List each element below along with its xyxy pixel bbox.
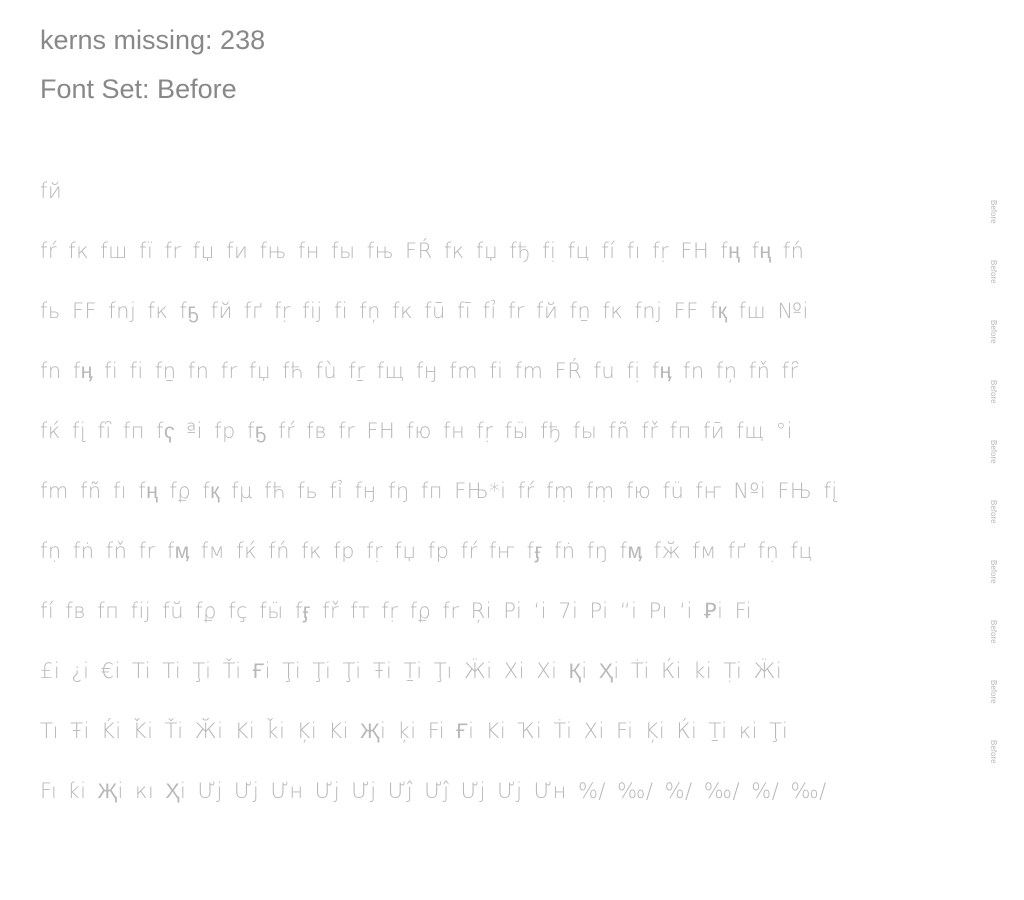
- glyph-row-10: Fı ƙi Җi кı Ҳi Ưj Ưj Ưн Ưj Ưj Ưĵ Ưĵ Ưj Ư…: [40, 779, 827, 803]
- glyph-row-5: fm fñ fı fң fϼ fқ fµ fћ fь fỉ fӈ fŋ fп F…: [40, 479, 838, 503]
- glyph-row-7: fí fв fп fij fŭ fϼ fҫ fӹ fӻ fř fт fṛ fϼ …: [40, 599, 753, 623]
- side-label-before: Before: [989, 380, 998, 404]
- glyph-row-3: fn fӊ fi fi fṉ fn fr fџ fћ fù fṟ fщ fӈ f…: [40, 359, 799, 383]
- side-label-before: Before: [989, 320, 998, 344]
- side-label-before: Before: [989, 560, 998, 584]
- glyph-row-8: £i ¿i €i Ti Ti Ţi Ťi Ғi Ţi Ţi Ţi Ŧi Ṯi Ţ…: [40, 659, 783, 683]
- side-label-before: Before: [989, 260, 998, 284]
- side-label-before: Before: [989, 500, 998, 524]
- glyph-row-2: fь FF fnj fк fҕ fй fґ fṛ fij fi fņ fк fū…: [40, 299, 809, 323]
- glyph-row-1: fŕ fк fш fï fr fџ fи fњ fн fы fњ FŔ fк f…: [40, 239, 805, 263]
- glyph-row-6: fṇ fṅ fň fr fӎ fм fќ fń fк fр fṛ fџ fр f…: [40, 539, 814, 563]
- side-label-before: Before: [989, 680, 998, 704]
- kerns-missing-count: kerns missing: 238: [40, 25, 266, 55]
- side-label-before: Before: [989, 200, 998, 224]
- font-set-label: Font Set: Before: [40, 74, 237, 104]
- side-label-before: Before: [989, 740, 998, 764]
- side-label-before: Before: [989, 440, 998, 464]
- glyph-row-0: fй: [40, 179, 63, 203]
- glyph-row-9: Tı Ŧi Ḱi Ǩi Ťi Ӂi Ki ǩi Ķi Ki Җi ķi Fi Ғ…: [40, 719, 789, 743]
- glyph-row-4: fќ fį fȋ fп fҁ ªi fр fҕ fŕ fв fr FH fю f…: [40, 419, 793, 443]
- side-label-before: Before: [989, 620, 998, 644]
